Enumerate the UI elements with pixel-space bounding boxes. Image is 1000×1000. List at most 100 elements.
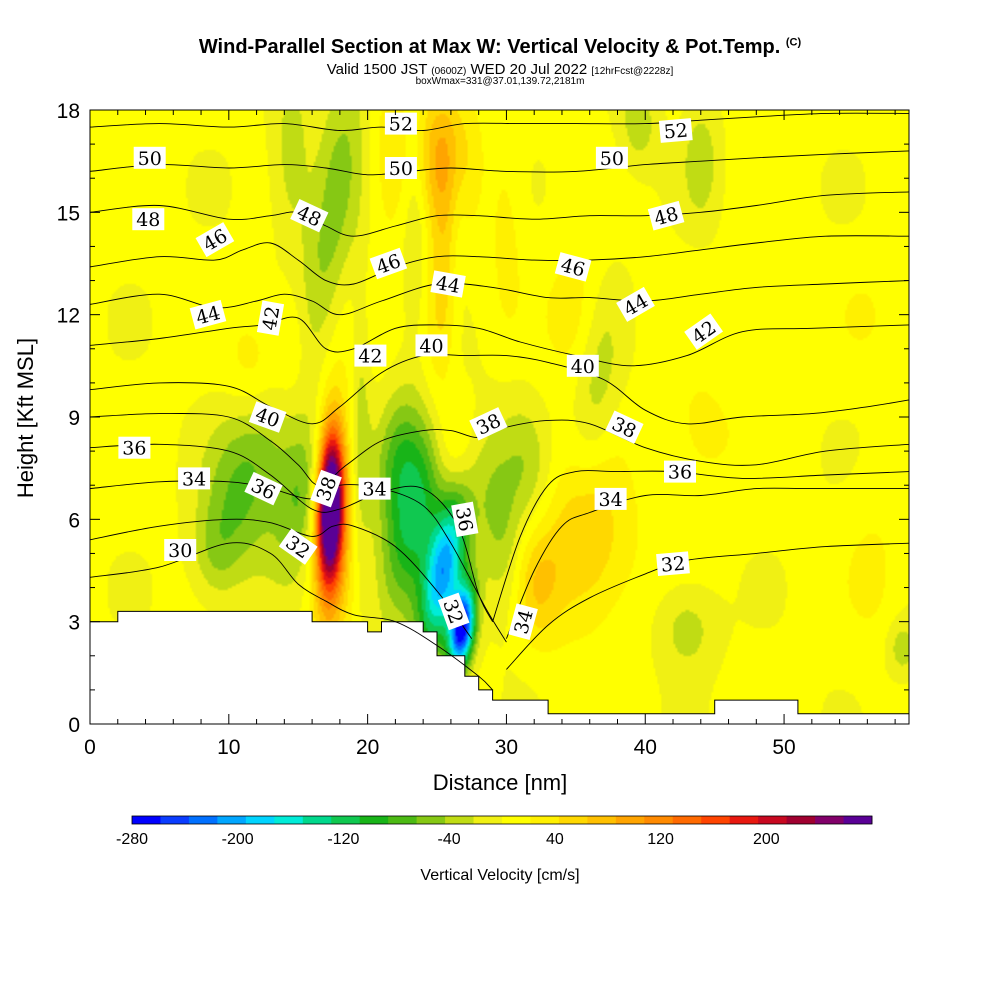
valid-time-utc: (0600Z) [431,66,467,77]
y-tick-label: 15 [57,202,80,225]
theta-contour-38 [90,413,909,486]
theta-contour-52 [90,112,909,131]
theta-contour-30 [90,542,493,691]
contour-label-50: 50 [384,157,417,180]
y-tick-label: 12 [57,305,80,328]
y-tick-label: 6 [68,509,80,532]
contour-label-34: 34 [508,603,538,641]
contour-label-text: 50 [138,148,162,170]
colorbar-title: Vertical Velocity [cm/s] [420,867,579,884]
contour-label-box [664,460,696,483]
colorbar-swatch [302,816,332,824]
colorbar-frame [131,815,873,825]
colorbar-swatch [217,816,247,824]
contour-label-box [133,146,166,169]
contour-label-34: 34 [358,477,391,501]
copyright-mark: (C) [785,36,802,49]
contour-label-36: 36 [664,460,696,484]
contour-label-box [384,112,417,135]
chart-title: Wind-Parallel Section at Max W: Vertical… [0,36,1000,59]
colorbar-swatch [132,816,161,824]
contour-label-text: 40 [571,356,595,378]
contour-label-box [132,208,165,231]
contour-label-42: 42 [354,344,387,368]
contour-label-36: 36 [118,436,151,460]
theta-contour-40 [90,353,909,425]
contour-label-box [248,401,287,433]
contour-label-text: 52 [389,114,413,136]
y-tick-label: 18 [57,100,80,123]
colorbar-swatch [558,816,588,824]
theta-contour-46 [90,235,909,286]
colorbar-tick-label: 40 [546,831,564,848]
colorbar-swatch [331,816,361,824]
contour-label-box [430,270,466,298]
colorbar-tick-label: -280 [116,831,148,848]
x-tick-label: 20 [356,736,379,759]
contour-label-box [451,501,479,537]
y-tick-label: 0 [68,714,80,737]
theta-contour-32 [90,518,473,639]
contour-label-box [594,487,627,510]
colorbar-swatch [445,816,474,824]
contour-label-34: 34 [594,487,627,511]
contour-label-text: 34 [363,479,387,501]
colorbar-swatch [729,816,759,824]
contour-label-box [508,603,538,641]
contour-label-box [278,528,318,565]
colorbar-swatch [843,816,873,824]
chart-title-main: Wind-Parallel Section at Max W: Vertical… [198,36,781,58]
contour-label-box [118,436,151,459]
contour-label-text: 36 [668,462,692,484]
contour-label-text: 52 [663,119,689,143]
colorbar-tick-label: -40 [438,831,461,848]
colorbar-swatch [160,816,190,824]
theta-contour-50 [90,150,909,176]
colorbar-swatch [815,816,844,824]
contour-label-box [189,299,227,330]
x-tick-label: 30 [495,736,518,759]
contour-label-48: 48 [132,208,165,231]
colorbar-swatch [359,816,389,824]
contour-label-text: 50 [389,158,413,180]
terrain-mask [89,610,910,725]
box-wmax-info: boxWmax=331@37.01,139.72,2181m [415,76,585,87]
colorbar-swatch [245,816,275,824]
contour-label-40: 40 [415,334,448,357]
contour-label-text: 44 [434,272,462,298]
colorbar-swatch [188,816,218,824]
colorbar-swatch [274,816,304,824]
contour-label-box [595,146,628,169]
contour-label-50: 50 [133,146,166,170]
x-tick-label: 10 [217,736,240,759]
valid-time: Valid 1500 JST [326,61,428,78]
contour-label-box [164,539,197,561]
colorbar-swatch [672,816,702,824]
theta-contour-42 [90,316,909,367]
colorbar-swatch [502,816,531,824]
colorbar-tick-label: -200 [222,831,254,848]
contour-label-box [256,300,285,336]
contour-label-text: 32 [660,553,686,577]
contour-label-text: 42 [259,304,285,332]
contour-label-box [658,118,693,143]
contour-label-box [554,252,592,282]
theta-contour-34 [505,487,909,639]
forecast-info: [12hrFcst@2228z] [591,66,674,77]
contour-label-box [656,551,690,577]
colorbar-swatch [388,816,418,824]
colorbar-swatch [530,816,560,824]
colorbar: -280 -200 -120 -40 40 120 200 [116,815,873,848]
y-tick-label: 9 [68,407,80,430]
contour-label-box [605,410,644,444]
x-tick-label: 0 [84,736,96,759]
colorbar-swatch [644,816,674,824]
theta-contour-36 [90,443,493,622]
theta-contour-36 [492,470,909,622]
colorbar-swatch [758,816,788,824]
contour-label-text: 30 [168,540,192,562]
contour-label-text: 42 [358,346,382,368]
contour-label-box [469,407,508,441]
